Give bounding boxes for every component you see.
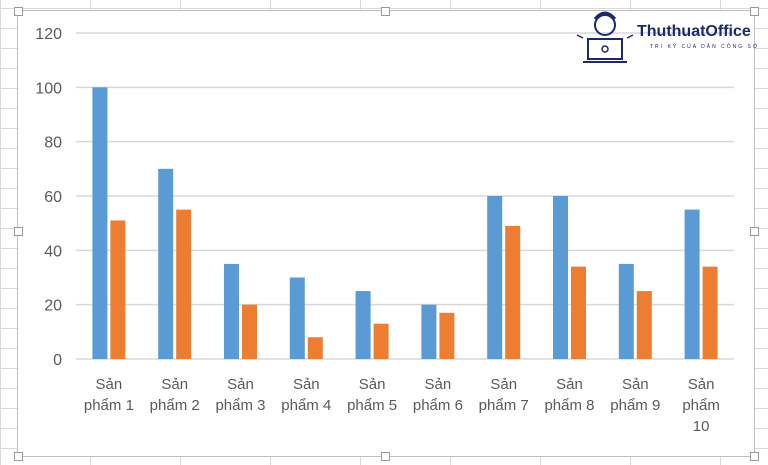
- bar-2: [176, 209, 192, 359]
- bar-1: [289, 277, 305, 359]
- x-tick-label: Sản phẩm 2: [150, 376, 200, 414]
- x-tick-label: Sản phẩm 6: [413, 376, 463, 414]
- x-tick-label: Sản phẩm 7: [479, 376, 529, 414]
- chart-area[interactable]: [17, 10, 755, 457]
- bar-1: [684, 209, 700, 359]
- y-tick-label: 80: [44, 135, 62, 152]
- x-tick-label: Sản phẩm 5: [347, 376, 397, 414]
- resize-handle[interactable]: [750, 227, 759, 236]
- x-tick-label: Sản phẩm 3: [215, 376, 265, 414]
- bar-2: [702, 266, 718, 359]
- bar-2: [439, 312, 455, 359]
- logo-name: ThuthuatOffice: [637, 23, 751, 40]
- logo-tagline: TRI KỶ CỦA DÂN CÔNG SỞ: [650, 44, 760, 50]
- bar-1: [92, 87, 108, 359]
- resize-handle[interactable]: [381, 452, 390, 461]
- y-tick-label: 20: [44, 298, 62, 315]
- resize-handle[interactable]: [14, 452, 23, 461]
- logo: ThuthuatOffice TRI KỶ CỦA DÂN CÔNG SỞ: [575, 5, 765, 67]
- bar-2: [505, 225, 521, 359]
- y-tick-label: 40: [44, 243, 62, 260]
- bar-1: [618, 263, 634, 359]
- bar-2: [373, 323, 389, 359]
- x-tick-label: Sản phẩm 4: [281, 376, 331, 414]
- bar-2: [571, 266, 586, 359]
- resize-handle[interactable]: [750, 452, 759, 461]
- bar-1: [487, 196, 503, 359]
- y-tick-label: 60: [44, 189, 62, 206]
- x-tick-label: Sản phẩm 1: [84, 376, 134, 414]
- resize-handle[interactable]: [14, 7, 23, 16]
- bar-1: [224, 263, 239, 359]
- resize-handle[interactable]: [14, 227, 23, 236]
- resize-handle[interactable]: [750, 7, 759, 16]
- bar-1: [355, 291, 371, 359]
- bar-2: [307, 337, 323, 359]
- x-tick-label: Sản phẩm 8: [544, 376, 594, 414]
- bar-1: [421, 304, 437, 359]
- bar-1: [158, 168, 174, 359]
- y-tick-label: 0: [53, 352, 62, 369]
- y-tick-label: 120: [35, 26, 62, 43]
- resize-handle[interactable]: [381, 7, 390, 16]
- x-tick-label: Sản phẩm 10: [682, 376, 720, 435]
- person-laptop-icon: [576, 11, 634, 63]
- bar-2: [110, 220, 126, 359]
- x-tick-label: Sản phẩm 9: [610, 376, 660, 414]
- bar-2: [242, 304, 257, 359]
- bar-2: [636, 291, 652, 359]
- bar-1: [553, 196, 568, 359]
- y-tick-label: 100: [35, 80, 62, 97]
